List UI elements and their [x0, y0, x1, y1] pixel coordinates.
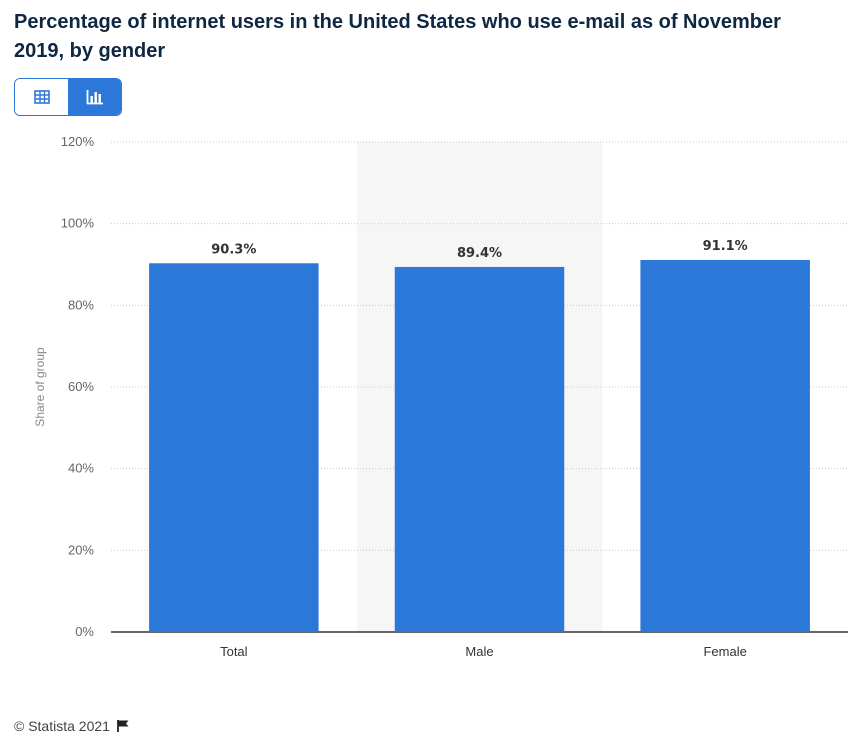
table-icon: [33, 90, 50, 104]
y-tick-label: 60%: [68, 379, 94, 394]
chart-view-button[interactable]: [68, 79, 121, 115]
y-axis-label: Share of group: [33, 347, 47, 427]
y-tick-label: 40%: [68, 461, 94, 476]
table-view-button[interactable]: [15, 79, 68, 115]
bar-male[interactable]: [394, 266, 565, 632]
bar-total[interactable]: [149, 263, 319, 632]
chart-title: Percentage of internet users in the Unit…: [14, 11, 781, 62]
data-label: 90.3%: [211, 242, 256, 257]
y-tick-label: 20%: [68, 542, 94, 557]
bar-chart: 0% 20% 40% 60% 80% 100% 120% Share of group 90.3…: [33, 134, 848, 659]
copyright-text: © Statista 2021: [14, 718, 110, 734]
data-label: 89.4%: [457, 246, 502, 261]
y-tick-label: 100%: [61, 216, 95, 231]
x-tick-label: Male: [465, 644, 493, 659]
view-toggle[interactable]: [14, 78, 122, 116]
flag-icon[interactable]: [116, 719, 130, 733]
x-tick-label: Female: [703, 644, 746, 659]
bar-chart-icon: [86, 90, 103, 105]
footer: © Statista 2021: [14, 718, 130, 734]
y-tick-label: 80%: [68, 297, 94, 312]
x-tick-label: Total: [220, 644, 248, 659]
y-tick-label: 0%: [75, 624, 94, 639]
y-tick-label: 120%: [61, 134, 95, 149]
bar-female[interactable]: [640, 260, 810, 632]
data-label: 91.1%: [703, 239, 748, 254]
